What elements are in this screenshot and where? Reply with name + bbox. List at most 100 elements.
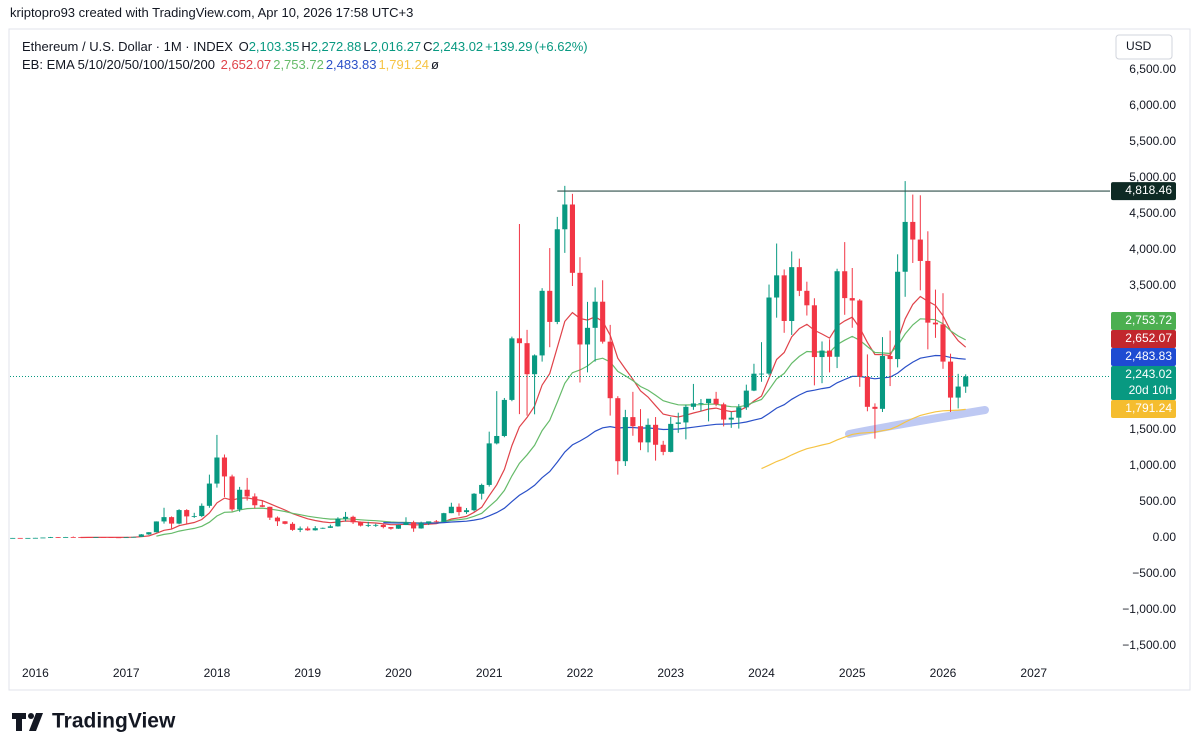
price-label: 2,243.02 — [1125, 367, 1172, 381]
candle-body — [116, 537, 122, 539]
y-tick-label: 1,000.00 — [1129, 458, 1176, 472]
candle-body — [690, 403, 696, 407]
candle-body — [199, 505, 205, 517]
candle-body — [509, 338, 515, 400]
candle-body — [40, 537, 46, 539]
candle-body — [267, 506, 273, 518]
candle-body — [668, 423, 674, 452]
candle-body — [645, 424, 651, 443]
candle-body — [342, 516, 349, 519]
candle-body — [17, 537, 23, 539]
candle-body — [85, 537, 91, 538]
candle-body — [395, 525, 402, 529]
ohlc-key: O — [238, 39, 249, 54]
candle-body — [78, 537, 84, 538]
candle-body — [327, 526, 333, 528]
candle-body — [312, 528, 318, 531]
credit: kriptopro93 created with TradingView.com… — [10, 5, 414, 20]
candle-body — [471, 493, 477, 511]
ohlc-value: 2,103.35 — [248, 39, 300, 54]
ema-value: 2,483.83 — [325, 57, 377, 72]
candle-body — [887, 355, 893, 360]
price-box — [1111, 330, 1176, 349]
candle-body — [834, 271, 840, 357]
candle-body — [100, 537, 107, 538]
x-tick-label: 2019 — [294, 666, 321, 680]
candle-body — [184, 510, 190, 517]
candle-body — [365, 525, 371, 526]
logo-icon — [28, 713, 34, 719]
candle-body — [600, 301, 606, 342]
candle-body — [176, 510, 182, 524]
candle-body — [706, 398, 712, 404]
candle-body — [577, 272, 583, 345]
candle-body — [259, 505, 265, 507]
x-tick-label: 2016 — [22, 666, 49, 680]
study: EB: EMA 5/10/20/50/100/150/200 — [22, 57, 215, 72]
candle-body — [433, 521, 439, 523]
candle-body — [562, 204, 568, 230]
candle-body — [403, 522, 409, 526]
candle-body — [819, 350, 825, 358]
ohlc-value: 2,272.88 — [310, 39, 362, 54]
change: +139.29 — [485, 39, 533, 54]
ohlc-key: L — [363, 39, 371, 54]
candle-body — [305, 528, 311, 531]
candle-body — [289, 523, 296, 530]
candle-body — [448, 506, 454, 514]
candle-body — [766, 297, 772, 374]
logo-icon — [29, 713, 43, 731]
candle-body — [161, 517, 167, 522]
candle-body — [237, 489, 243, 510]
candle-body — [804, 290, 810, 306]
candle-body — [123, 537, 129, 539]
plot — [10, 181, 969, 539]
candle-body — [426, 521, 432, 524]
y-tick-label: −1,000.00 — [1122, 602, 1176, 616]
chart-frame — [8, 28, 1191, 691]
candle-body — [32, 537, 38, 539]
candle-body — [547, 290, 553, 322]
ema-line — [156, 318, 966, 537]
y-tick-label: 6,500.00 — [1129, 62, 1176, 76]
ema-line — [80, 295, 967, 539]
x-tick-label: 2023 — [657, 666, 684, 680]
ema-value: 2,753.72 — [273, 57, 324, 72]
candle-body — [373, 524, 379, 526]
ohlc-key: C — [423, 39, 433, 54]
candle-body — [622, 417, 628, 462]
price-box — [1111, 400, 1176, 419]
candle-body — [698, 403, 704, 404]
currency-box[interactable] — [1115, 34, 1173, 60]
candle-body — [895, 271, 901, 360]
price-label: 1,791.24 — [1125, 401, 1172, 415]
candle-body — [736, 407, 742, 418]
candle-body — [826, 350, 833, 357]
candle-body — [380, 524, 386, 528]
candle-body — [637, 426, 644, 443]
price-label: 2,753.72 — [1125, 313, 1172, 327]
candle-body — [282, 521, 288, 524]
candle-body — [206, 483, 212, 506]
candle-body — [630, 417, 636, 427]
logo-icon — [12, 713, 26, 731]
candle-body — [539, 290, 545, 356]
ohlc-value: 2,016.27 — [370, 39, 422, 54]
candle-body — [592, 301, 598, 328]
candle-body — [963, 376, 969, 387]
candle-body — [607, 341, 613, 399]
candle-body — [660, 444, 666, 452]
study-legend: EB: EMA 5/10/20/50/100/150/200 2,652.07 2… — [22, 57, 441, 72]
candle-body — [274, 517, 281, 522]
candle-body — [917, 239, 923, 261]
candle-body — [554, 229, 560, 322]
x-tick-label: 2027 — [1020, 666, 1047, 680]
candle-body — [947, 361, 954, 398]
candle-body — [501, 399, 507, 436]
candle-body — [584, 327, 591, 345]
candle-body — [796, 267, 802, 291]
x-tick-label: 2021 — [476, 666, 503, 680]
candle-body — [751, 373, 757, 391]
candle-body — [940, 324, 946, 362]
y-tick-label: −1,500.00 — [1122, 638, 1176, 652]
